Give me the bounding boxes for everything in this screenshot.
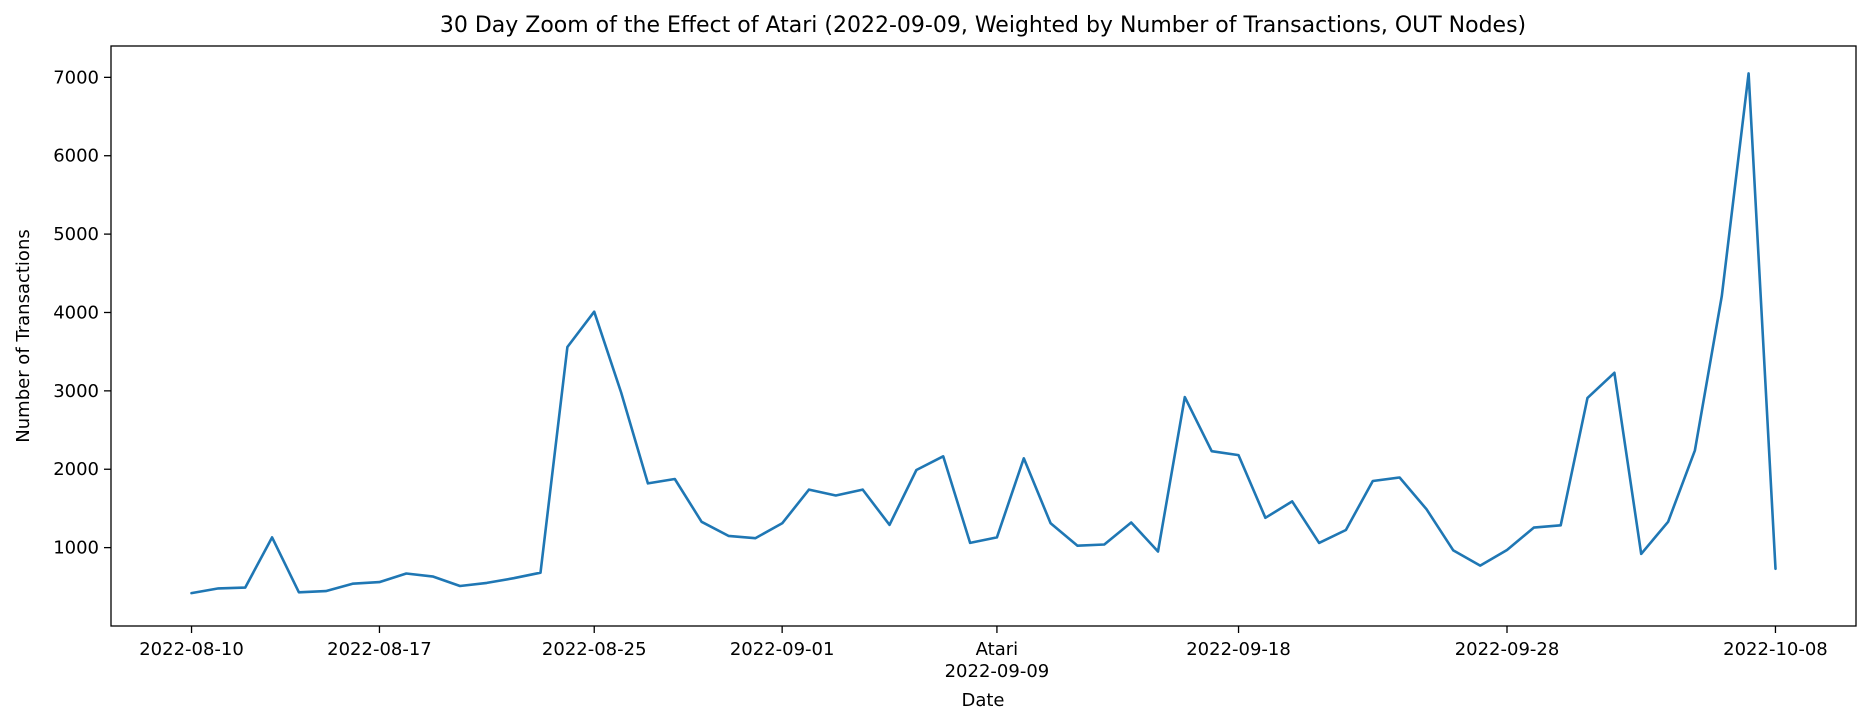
y-tick-label: 4000 [53,302,99,323]
x-axis: 2022-08-10 2022-08-17 2022-08-25 2022-09-01… [139,626,1828,682]
y-tick-label: 5000 [53,224,99,245]
y-tick-label: 3000 [53,381,99,402]
series-line [190,72,1777,595]
y-tick-label: 2000 [53,459,99,480]
x-tick-label: 2022-08-10 [139,639,244,660]
x-tick-label: 2022-09-01 [730,639,835,660]
y-tick-label: 7000 [53,67,99,88]
plot-frame [110,45,1857,627]
x-tick-label: 2022-10-08 [1723,639,1828,660]
data-points [190,71,1778,595]
x-tick-label: 2022-08-25 [542,639,647,660]
y-axis: 1000 2000 3000 4000 5000 6000 7000 [53,67,111,559]
x-tick-label: 2022-08-17 [327,639,432,660]
x-axis-label: Date [961,690,1004,711]
x-tick-label: Atari 2022-09-09 [945,639,1050,682]
y-tick-label: 6000 [53,146,99,167]
x-tick-label: 2022-09-18 [1186,639,1291,660]
x-tick-label: 2022-09-28 [1455,639,1560,660]
y-axis-label: Number of Transactions [13,229,34,442]
y-tick-label: 1000 [53,538,99,559]
chart-title: 30 Day Zoom of the Effect of Atari (2022… [440,13,1526,38]
